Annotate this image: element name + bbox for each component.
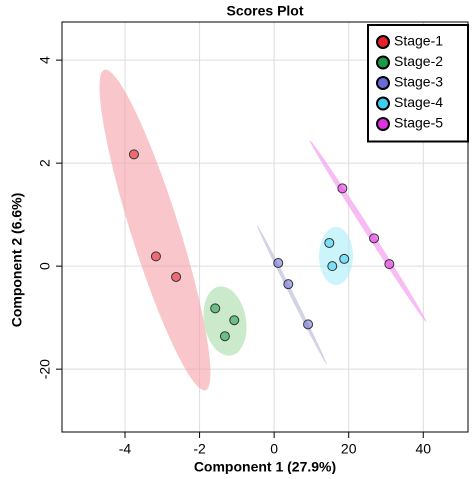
legend-marker (376, 35, 390, 49)
x-tick-label: -4 (119, 441, 132, 457)
point (150, 251, 161, 262)
point (303, 319, 314, 330)
point (128, 149, 139, 160)
point (327, 261, 338, 272)
legend-marker (376, 55, 390, 70)
legend-marker (376, 117, 390, 131)
legend-marker (376, 76, 390, 90)
point (339, 253, 350, 264)
x-axis-label: Component 1 (27.9%) (194, 459, 336, 474)
legend-label: Stage-2 (394, 53, 443, 69)
point (384, 259, 395, 270)
legend-label: Stage-3 (394, 74, 443, 90)
point (283, 279, 294, 290)
x-tick-label: -2 (193, 441, 206, 457)
legend-marker (376, 96, 390, 111)
point (324, 237, 335, 248)
point (219, 331, 230, 342)
point (229, 315, 240, 326)
y-axis-label: Component 2 (6.6%) (9, 193, 25, 328)
y-tick-label: -20 (37, 359, 53, 379)
ellipse (257, 225, 327, 365)
point (171, 271, 182, 282)
point (337, 183, 348, 194)
plot-frame (61, 21, 469, 433)
x-tick-label: 0 (270, 441, 278, 457)
legend-label: Stage-1 (394, 33, 443, 49)
y-tick-label: 0 (37, 262, 53, 270)
point (273, 258, 284, 269)
chart-title: Scores Plot (226, 3, 303, 19)
y-tick-label: 4 (37, 56, 53, 64)
ellipse (99, 69, 211, 391)
point (369, 233, 380, 244)
ellipse (309, 140, 427, 322)
legend-label: Stage-4 (394, 94, 443, 110)
x-tick-label: 20 (341, 441, 357, 457)
x-tick-label: 40 (415, 441, 431, 457)
y-tick-label: 2 (37, 159, 53, 167)
point (210, 303, 221, 314)
legend-label: Stage-5 (394, 115, 443, 131)
